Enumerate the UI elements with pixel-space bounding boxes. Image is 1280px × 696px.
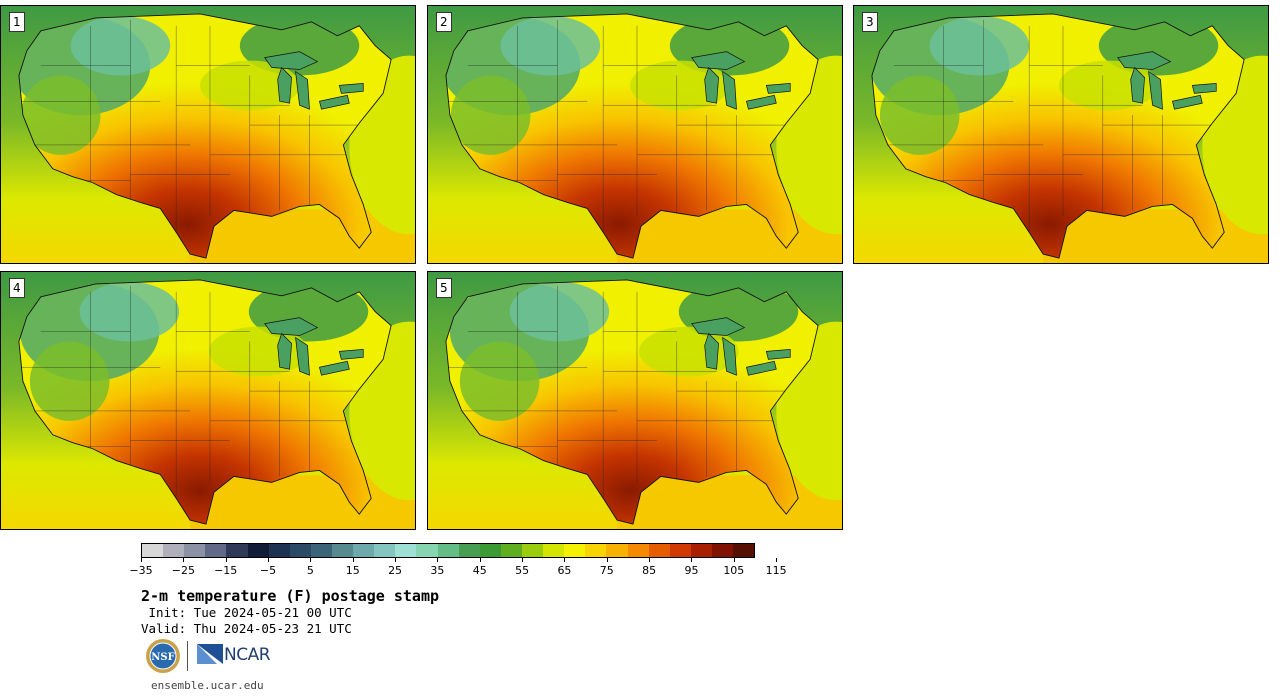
member-label: 3 — [862, 12, 878, 32]
member-panel-2: 2 — [427, 5, 843, 264]
colorbar-swatch — [226, 544, 248, 557]
colorbar-swatch — [310, 544, 332, 557]
logos: NSF NCAR — [145, 638, 275, 674]
site-url: ensemble.ucar.edu — [151, 679, 264, 692]
colorbar-tick-label: −5 — [259, 564, 277, 577]
ncar-mark — [197, 644, 223, 664]
member-panel-5: 5 — [427, 271, 843, 530]
colorbar-tick-label: 95 — [684, 564, 699, 577]
colorbar-tick — [733, 558, 735, 562]
ncar-logo-text: NCAR — [224, 645, 271, 665]
colorbar-tick-label: 45 — [472, 564, 487, 577]
member-panel-4: 4 — [0, 271, 416, 530]
colorbar-tick — [691, 558, 693, 562]
colorbar-swatch — [205, 544, 227, 557]
member-label: 2 — [436, 12, 452, 32]
colorbar-swatch — [395, 544, 417, 557]
colorbar-tick-label: 75 — [599, 564, 614, 577]
valid-time: Valid: Thu 2024-05-23 21 UTC — [141, 621, 352, 636]
colorbar-tick-label: 85 — [642, 564, 657, 577]
colorbar-tick-label: 115 — [765, 564, 787, 577]
colorbar-swatch — [627, 544, 649, 557]
colorbar-swatch — [606, 544, 628, 557]
temperature-map — [428, 272, 842, 529]
nsf-logo-text: NSF — [151, 652, 174, 663]
temperature-map — [854, 6, 1268, 263]
colorbar-swatch — [479, 544, 501, 557]
colorbar-swatch — [500, 544, 522, 557]
colorbar-ticks: −35 −25 −15 −5 5 15 25 35 45 55 65 75 85 95 105 115 — [129, 558, 787, 578]
colorbar-tick — [183, 558, 185, 562]
colorbar-tick — [479, 558, 481, 562]
colorbar-swatch — [585, 544, 607, 557]
colorbar-tick — [564, 558, 566, 562]
colorbar-swatch — [437, 544, 459, 557]
colorbar-tick-label: 65 — [557, 564, 572, 577]
member-panel-3: 3 — [853, 5, 1269, 264]
colorbar-swatch — [184, 544, 206, 557]
temperature-map — [1, 6, 415, 263]
colorbar-swatch — [669, 544, 691, 557]
colorbar-swatch — [331, 544, 354, 557]
colorbar-swatch — [648, 544, 670, 557]
colorbar-tick — [437, 558, 439, 562]
colorbar-tick — [225, 558, 227, 562]
colorbar-tick-label: 5 — [306, 564, 314, 577]
member-label: 4 — [9, 278, 25, 298]
member-label: 1 — [9, 12, 25, 32]
colorbar-swatch — [543, 544, 565, 557]
colorbar-tick-label: 35 — [430, 564, 445, 577]
colorbar-swatch — [268, 544, 290, 557]
colorbar-swatch — [690, 544, 712, 557]
colorbar-tick-label: −35 — [129, 564, 153, 577]
logo-divider — [187, 641, 188, 671]
colorbar-swatch — [163, 544, 185, 557]
member-label: 5 — [436, 278, 452, 298]
colorbar-tick-label: 25 — [388, 564, 403, 577]
init-time: Init: Tue 2024-05-21 00 UTC — [141, 605, 352, 620]
temperature-map — [428, 6, 842, 263]
colorbar-tick-label: 15 — [345, 564, 360, 577]
member-panel-1: 1 — [0, 5, 416, 264]
colorbar-tick-label: −25 — [171, 564, 195, 577]
figure-title: 2-m temperature (F) postage stamp — [141, 587, 440, 605]
colorbar-swatch — [711, 544, 734, 557]
colorbar-tick — [522, 558, 524, 562]
colorbar-tick — [310, 558, 312, 562]
colorbar-swatch — [353, 544, 375, 557]
colorbar-tick-label: −15 — [214, 564, 238, 577]
colorbar-tick — [395, 558, 397, 562]
colorbar-tick-label: 105 — [723, 564, 745, 577]
colorbar-tick — [606, 558, 608, 562]
colorbar-tick — [141, 558, 142, 562]
colorbar-tick — [268, 558, 270, 562]
colorbar-swatch — [564, 544, 586, 557]
colorbar-tick — [352, 558, 354, 562]
colorbar-swatch — [374, 544, 396, 557]
temperature-map — [1, 272, 415, 529]
colorbar — [141, 543, 755, 558]
colorbar-tick — [776, 558, 778, 562]
colorbar-swatch — [521, 544, 544, 557]
colorbar-swatch — [458, 544, 480, 557]
colorbar-swatch — [733, 544, 755, 557]
colorbar-swatch — [142, 544, 164, 557]
colorbar-swatch — [247, 544, 269, 557]
colorbar-tick — [649, 558, 651, 562]
nsf-logo: NSF — [146, 639, 180, 673]
colorbar-swatch — [289, 544, 311, 557]
colorbar-tick-label: 55 — [515, 564, 530, 577]
colorbar-swatch — [416, 544, 438, 557]
